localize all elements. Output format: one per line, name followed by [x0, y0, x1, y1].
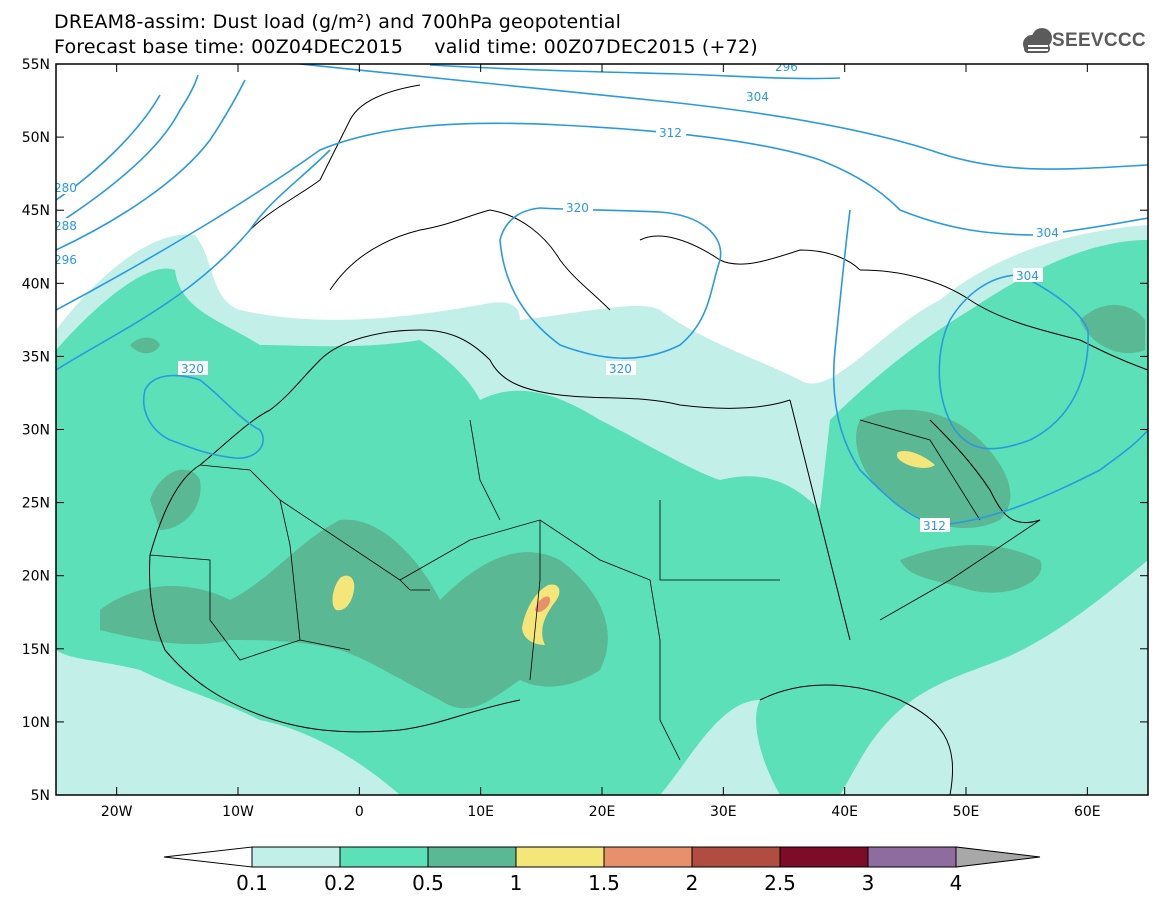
- contour-label: 304: [1036, 226, 1059, 240]
- contour-label: 304: [1016, 269, 1039, 283]
- lat-label: 5N: [31, 788, 50, 804]
- contour-label: 288: [54, 219, 77, 233]
- colorbar-label: 3: [862, 871, 875, 895]
- contour-label: 320: [609, 362, 632, 376]
- lat-label: 10N: [22, 715, 50, 731]
- lat-label: 30N: [22, 423, 50, 439]
- lat-label: 40N: [22, 276, 50, 292]
- logo-text: SEEVCCC: [1052, 30, 1146, 51]
- lon-label: 60E: [1074, 804, 1101, 820]
- lon-label: 0: [355, 804, 364, 820]
- longitude-axis: 20W 10W 0 10E 20E 30E 40E 50E 60E: [101, 64, 1101, 820]
- colorbar-label: 0.5: [412, 871, 444, 895]
- colorbar-label: 0.1: [236, 871, 268, 895]
- lon-label: 10W: [222, 804, 254, 820]
- colorbar-swatch: [779, 846, 869, 868]
- colorbar-swatch: [691, 846, 781, 868]
- colorbar-swatch: [867, 846, 957, 868]
- contour-label: 296: [775, 60, 798, 74]
- dust-level-0-5: [100, 305, 1145, 709]
- colorbar-swatch: [339, 846, 429, 868]
- colorbar-swatch: [251, 846, 341, 868]
- colorbar-high-arrow: [955, 846, 1041, 868]
- lon-label: 20E: [589, 804, 616, 820]
- colorbar-label: 0.2: [324, 871, 356, 895]
- latitude-axis: 55N 50N 45N 40N 35N 30N 25N 20N 15N 10N 5N: [22, 57, 1148, 804]
- colorbar-label: 1: [510, 871, 523, 895]
- coastlines: [149, 84, 1148, 795]
- lat-label: 15N: [22, 642, 50, 658]
- colorbar-label: 2.5: [764, 871, 796, 895]
- lat-label: 25N: [22, 496, 50, 512]
- lon-label: 30E: [710, 804, 737, 820]
- lon-label: 40E: [831, 804, 858, 820]
- dust-level-1-5: [535, 596, 551, 613]
- contour-label: 312: [659, 126, 682, 140]
- lon-label: 10E: [467, 804, 494, 820]
- dust-load-field: 296 304 312 320 280 288 296 320 320 304 …: [54, 60, 1148, 795]
- colorbar-swatch: [427, 846, 517, 868]
- lat-label: 45N: [22, 203, 50, 219]
- seevccc-logo: [1023, 28, 1052, 53]
- lat-label: 50N: [22, 130, 50, 146]
- contour-label: 280: [54, 181, 77, 195]
- colorbar-swatch: [515, 846, 605, 868]
- map-title: DREAM8-assim: Dust load (g/m²) and 700hP…: [54, 11, 622, 33]
- lon-label: 20W: [101, 804, 133, 820]
- colorbar-swatch: [603, 846, 693, 868]
- geopotential-contours: [56, 64, 1148, 526]
- lat-label: 20N: [22, 569, 50, 585]
- colorbar: 0.1 0.2 0.5 1 1.5 2 2.5 3 4: [163, 846, 1041, 895]
- contour-label: 320: [566, 201, 589, 215]
- lon-label: 50E: [953, 804, 980, 820]
- contour-label-group: 296 304 312 320 280 288 296 320 320 304 …: [54, 60, 1063, 533]
- lat-label: 35N: [22, 349, 50, 365]
- contour-label: 320: [181, 362, 204, 376]
- colorbar-label: 1.5: [588, 871, 620, 895]
- colorbar-label: 4: [950, 871, 963, 895]
- contour-label: 296: [54, 253, 77, 267]
- dust-level-0-2: [56, 240, 1148, 795]
- colorbar-label: 2: [686, 871, 699, 895]
- colorbar-low-arrow: [163, 846, 253, 868]
- contour-label: 312: [923, 519, 946, 533]
- forecast-times: Forecast base time: 00Z04DEC2015 valid t…: [54, 36, 758, 58]
- contour-label: 304: [746, 90, 769, 104]
- lat-label: 55N: [22, 57, 50, 73]
- country-borders: [149, 419, 1041, 761]
